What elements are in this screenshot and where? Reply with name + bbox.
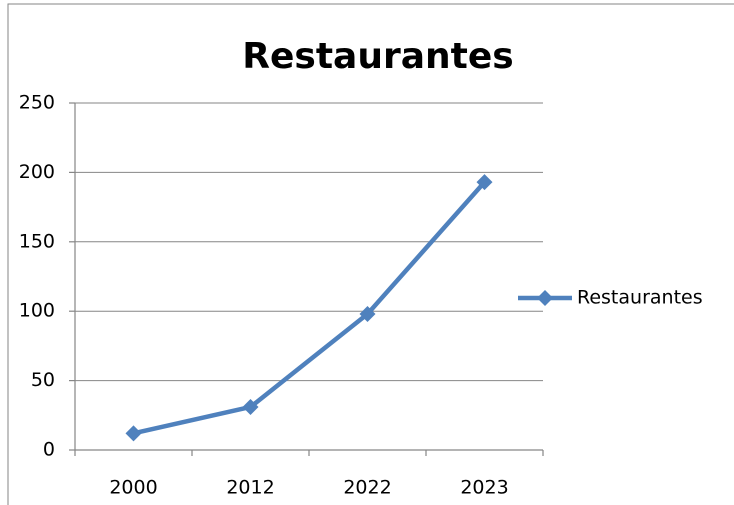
- chart-title: Restaurantes: [242, 36, 513, 77]
- x-tick-label: 2023: [460, 477, 508, 499]
- chart-border: [7, 3, 734, 505]
- y-tick-label: 100: [19, 300, 55, 322]
- legend-label: Restaurantes: [577, 287, 703, 309]
- y-tick-label: 200: [19, 161, 55, 183]
- data-point: [359, 305, 376, 322]
- y-tick-label: 50: [31, 369, 55, 391]
- legend-marker: [537, 290, 553, 306]
- x-tick-label: 2000: [109, 477, 157, 499]
- y-tick-label: 250: [19, 92, 55, 114]
- series-line: [133, 180, 487, 436]
- data-point: [125, 425, 142, 442]
- y-tick-label: 0: [43, 439, 55, 461]
- y-tick-label: 150: [19, 230, 55, 252]
- data-point: [242, 398, 259, 415]
- data-point: [476, 174, 493, 191]
- x-tick-label: 2012: [226, 477, 274, 499]
- x-tick-label: 2022: [343, 477, 391, 499]
